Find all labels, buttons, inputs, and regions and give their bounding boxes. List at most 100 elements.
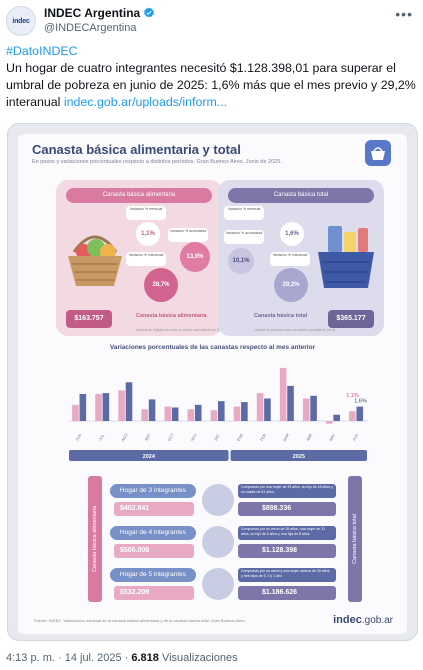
cbt-yoy-var: 29,2% (274, 268, 308, 302)
year-band-1 (230, 450, 367, 461)
household-label: Hogar de 5 integrantes (110, 568, 196, 582)
tick-label-11: MAY (329, 433, 337, 442)
tick-label-4: OCT (167, 432, 175, 442)
cbt-price: $365.177 (328, 310, 374, 328)
cbt-accum-var: 10,1% (228, 248, 254, 274)
cba-bar-3 (141, 409, 148, 421)
cbt-panel: Canasta básica total Variación % mensual… (218, 180, 384, 336)
side-label-cbt-text: Canasta básica total (352, 514, 358, 564)
tweet-header: indec INDEC Argentina @INDECArgentina ••… (6, 4, 417, 38)
family-icon (202, 526, 234, 558)
family-icon (202, 484, 234, 516)
cbt-bar-1 (102, 393, 110, 421)
more-options-icon[interactable]: ••• (395, 6, 413, 22)
tweet-link[interactable]: indec.gob.ar/uploads/inform... (63, 95, 228, 109)
infographic-title: Canasta básica alimentaria y total (32, 142, 241, 157)
avatar[interactable]: indec (6, 6, 36, 36)
cba-accum-var: 13,6% (180, 242, 210, 272)
tick-label-6: DIC (214, 433, 221, 441)
infographic-subtitle: En pesos y variaciones porcentuales resp… (32, 159, 282, 165)
handle[interactable]: @INDECArgentina (44, 22, 137, 34)
source-note: Fuente: INDEC. Valorización mensual de l… (34, 618, 246, 623)
cbt-bar-3 (148, 399, 156, 421)
view-count: 6.818 (131, 652, 159, 664)
household-desc: Compuesto por un varón de 35 años, una m… (238, 526, 336, 540)
household-cbt: $1.128.398 (238, 544, 336, 558)
cba-bar-7 (233, 406, 241, 421)
cbt-price-note: Umbral de pobreza para un adulto equival… (254, 328, 336, 332)
cba-yoy-box: Variación % interanual (126, 252, 166, 266)
tick-label-7: ENE (237, 433, 245, 442)
cba-bar-1 (95, 394, 102, 421)
tick-label-0: JUN (75, 433, 82, 442)
tweet-body: Un hogar de cuatro integrantes necesitó … (6, 61, 416, 109)
cba-bar-6 (210, 410, 218, 421)
cbt-bar-9 (287, 385, 294, 421)
label-last-cba: 1,1% (346, 393, 359, 399)
cbt-monthly-box: Variación % mensual (224, 206, 264, 220)
tweet-date[interactable]: 14 jul. 2025 (64, 652, 122, 664)
household-desc: Compuesto por un varón y una mujer, ambo… (238, 568, 336, 582)
tick-label-8: FEB (260, 433, 267, 442)
family-icon (202, 568, 234, 600)
side-label-cba: Canasta básica alimentaria (88, 476, 102, 602)
indec-logo: indec.gob.ar (333, 614, 393, 626)
tweet-time[interactable]: 4:13 p. m. (6, 652, 55, 664)
variation-chart: 1,1%1,6% JUN JUL AGO SEP OCT NOV DIC ENE FEB MAR AB… (68, 367, 368, 461)
cbt-header: Canasta básica total (228, 188, 374, 203)
year-label-1: 2025 (293, 454, 305, 460)
cba-bar-10 (302, 398, 310, 421)
household-cba: $402.841 (114, 502, 194, 516)
infographic: Canasta básica alimentaria y total En pe… (18, 134, 407, 634)
tick-label-12: JUN (352, 433, 359, 442)
cbt-price-label: Canasta básica total (254, 313, 308, 319)
basket-icon (365, 140, 391, 166)
side-label-cbt: Canasta básica total (348, 476, 362, 602)
cbt-bar-11 (333, 414, 340, 421)
cbt-yoy-box: Variación % interanual (270, 252, 310, 266)
cba-bar-2 (118, 390, 125, 421)
indec-logo-suffix: .gob.ar (361, 615, 393, 626)
tick-label-9: MAR (283, 433, 291, 443)
household-label: Hogar de 4 integrantes (110, 526, 196, 540)
cba-monthly-var: 1,1% (136, 222, 160, 246)
cba-yoy-var: 28,7% (144, 268, 178, 302)
tick-label-5: NOV (190, 433, 198, 443)
cbt-bar-4 (171, 407, 179, 421)
household-cbt: $898.336 (238, 502, 336, 516)
household-row: Hogar de 5 integrantes $532.209 Compuest… (110, 564, 340, 602)
household-cba: $506.008 (114, 544, 194, 558)
cbt-basket-illustration (318, 226, 374, 288)
cba-monthly-box: Variación % mensual (126, 206, 166, 220)
cba-bar-9 (279, 367, 287, 421)
views-label: Visualizaciones (161, 652, 238, 664)
household-row: Hogar de 3 integrantes $402.841 Compuest… (110, 480, 340, 518)
year-label-0: 2024 (143, 454, 156, 460)
cba-bar-0 (72, 404, 79, 421)
hashtag-link[interactable]: #DatoINDEC (6, 44, 78, 58)
cba-bar-5 (187, 409, 195, 421)
name-line: INDEC Argentina (44, 6, 155, 20)
cbt-bar-8 (264, 398, 271, 421)
cbt-accum-box: Variación % acumulada (224, 230, 264, 244)
side-label-cba-text: Canasta básica alimentaria (92, 505, 98, 573)
household-cbt: $1.186.626 (238, 586, 336, 600)
cba-price-label: Canasta básica alimentaria (136, 313, 207, 319)
tweet-text: #DatoINDEC Un hogar de cuatro integrante… (6, 43, 417, 111)
cbt-bar-7 (241, 402, 248, 421)
year-band-0 (69, 450, 229, 461)
tick-label-1: JUL (98, 434, 105, 442)
tick-label-3: SEP (144, 433, 151, 442)
household-cba: $532.209 (114, 586, 194, 600)
household-label: Hogar de 3 integrantes (110, 484, 196, 498)
cba-panel: Canasta básica alimentaria Variación % m… (56, 180, 222, 336)
tick-label-2: AGO (121, 433, 129, 442)
indec-logo-main: indec (333, 614, 362, 626)
media-card[interactable]: Canasta básica alimentaria y total En pe… (7, 123, 418, 641)
cbt-monthly-var: 1,6% (280, 222, 304, 246)
display-name[interactable]: INDEC Argentina (44, 6, 141, 20)
cba-bar-8 (256, 393, 264, 421)
cbt-bar-10 (310, 395, 317, 421)
chart-title: Variaciones porcentuales de las canastas… (109, 344, 316, 351)
cbt-bar-2 (125, 382, 133, 421)
